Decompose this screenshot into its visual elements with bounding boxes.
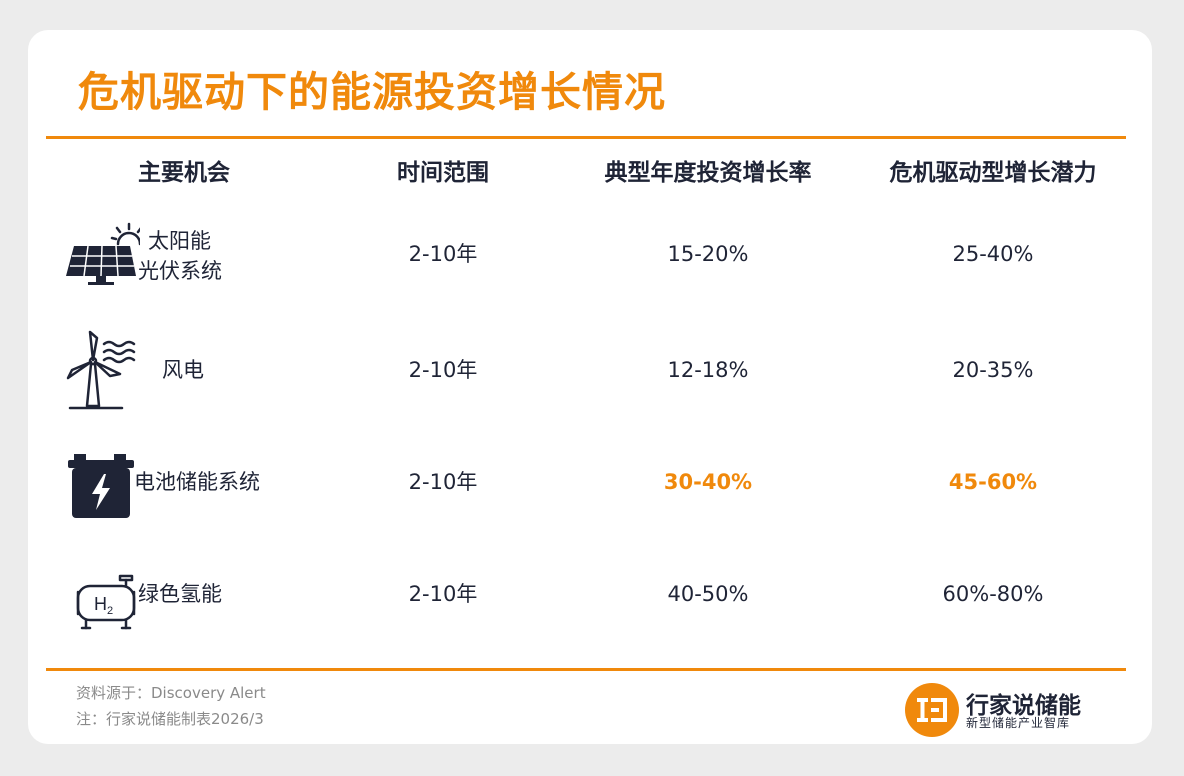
header-timeframe: 时间范围 <box>397 160 489 186</box>
table-card: 危机驱动下的能源投资增长情况 主要机会 时间范围 典型年度投资增长率 危机驱动型… <box>28 30 1152 744</box>
row-period: 2-10年 <box>408 470 478 494</box>
wind-turbine-icon <box>66 330 136 410</box>
row-label-wind: 风电 <box>162 358 204 382</box>
row-period: 2-10年 <box>408 242 478 266</box>
table-row-wind: 风电 2-10年 12-18% 20-35% <box>28 330 1152 410</box>
header-opportunity: 主要机会 <box>138 160 230 186</box>
row-growth: 15-20% <box>667 242 749 266</box>
brand-mark-icon <box>905 683 959 737</box>
row-potential: 45-60% <box>948 470 1038 494</box>
brand-logo: 行家说储能 新型储能产业智库 <box>904 682 1124 738</box>
row-growth: 40-50% <box>667 582 749 606</box>
page-title: 危机驱动下的能源投资增长情况 <box>78 68 666 116</box>
bottom-divider <box>46 668 1126 671</box>
row-label-solar-line2: 光伏系统 <box>138 259 222 283</box>
row-label-solar-line1: 太阳能 <box>148 229 211 253</box>
row-potential: 25-40% <box>952 242 1034 266</box>
table-row-hydrogen: H 2 绿色氢能 2-10年 40-50% 60%-80% <box>28 554 1152 634</box>
header-growth-potential: 危机驱动型增长潜力 <box>889 160 1097 186</box>
brand-name: 行家说储能 <box>966 693 1081 719</box>
row-potential: 20-35% <box>952 358 1034 382</box>
row-label-battery: 电池储能系统 <box>134 470 260 494</box>
header-growth-rate: 典型年度投资增长率 <box>604 160 812 186</box>
row-period: 2-10年 <box>408 358 478 382</box>
row-potential: 60%-80% <box>942 582 1044 606</box>
row-growth: 12-18% <box>667 358 749 382</box>
row-growth: 30-40% <box>663 470 753 494</box>
table-note: 注：行家说储能制表2026/3 <box>76 710 264 728</box>
source-note: 资料源于：Discovery Alert <box>76 684 266 702</box>
top-divider <box>46 136 1126 139</box>
svg-text:H: H <box>94 594 107 614</box>
battery-icon <box>68 454 134 518</box>
svg-text:2: 2 <box>107 605 113 617</box>
hydrogen-tank-icon: H 2 <box>76 574 136 630</box>
brand-subtitle: 新型储能产业智库 <box>966 716 1071 730</box>
table-row-solar: 太阳能 光伏系统 2-10年 15-20% 25-40% <box>28 214 1152 294</box>
row-period: 2-10年 <box>408 582 478 606</box>
solar-panel-icon <box>66 222 140 285</box>
table-row-battery: 电池储能系统 2-10年 30-40% 45-60% <box>28 442 1152 522</box>
row-label-hydrogen: 绿色氢能 <box>138 582 222 606</box>
